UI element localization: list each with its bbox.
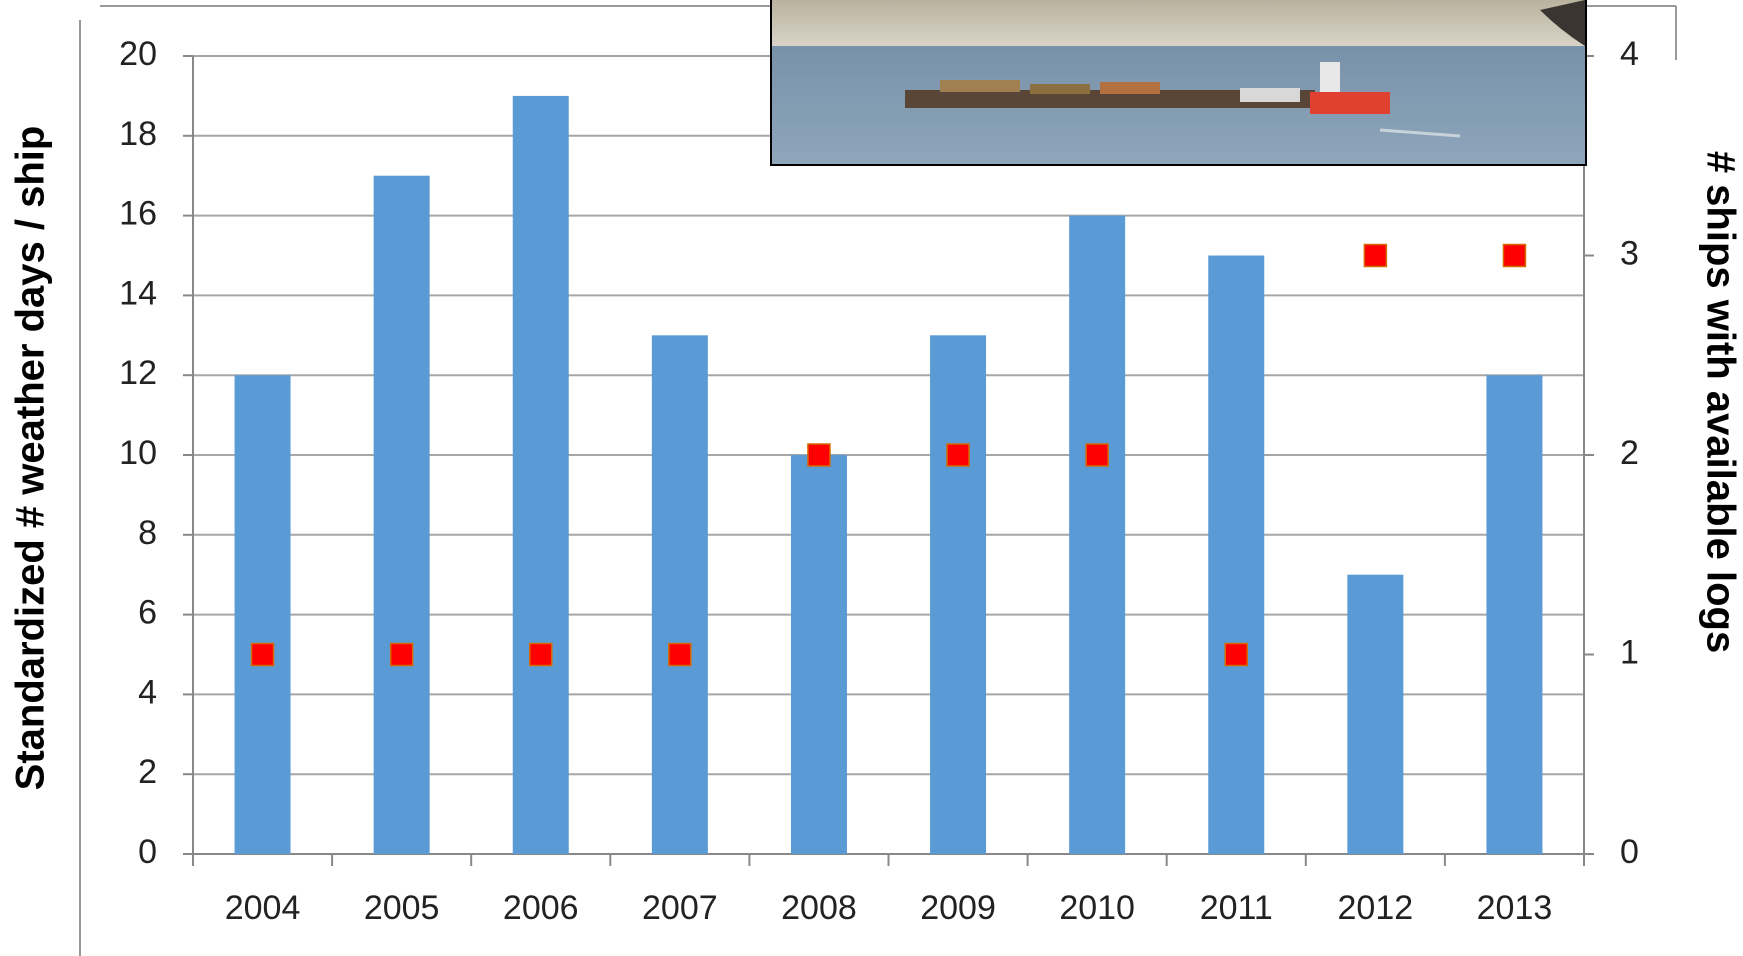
x-tick-label: 2005 xyxy=(364,889,440,927)
y-tick-label: 0 xyxy=(138,833,157,871)
y-tick-label: 6 xyxy=(138,594,157,632)
y-tick-label: 10 xyxy=(119,434,157,472)
x-tick-label: 2012 xyxy=(1338,889,1414,927)
x-tick-label: 2006 xyxy=(503,889,579,927)
bar xyxy=(790,455,847,854)
y-tick-label: 20 xyxy=(119,35,157,73)
bar xyxy=(1486,375,1543,854)
bar xyxy=(1347,574,1404,854)
y2-axis-title: # ships with available logs xyxy=(1698,151,1742,653)
marker xyxy=(389,642,414,667)
marker xyxy=(946,443,970,467)
y-tick-label: 4 xyxy=(138,673,157,711)
marker xyxy=(529,642,553,667)
bar xyxy=(1208,255,1265,854)
photo-inset xyxy=(770,0,1587,166)
y-tick-label: 8 xyxy=(138,514,157,552)
y-tick-label: 16 xyxy=(119,195,157,233)
bar xyxy=(1069,215,1126,855)
y2-tick-label: 3 xyxy=(1620,234,1639,272)
bar xyxy=(512,95,569,854)
x-tick-label: 2008 xyxy=(781,889,857,927)
marker xyxy=(250,642,275,667)
marker xyxy=(668,642,692,667)
marker xyxy=(1502,243,1527,268)
x-tick-label: 2009 xyxy=(920,889,996,927)
y-tick-label: 14 xyxy=(119,274,157,312)
y-tick-label: 2 xyxy=(138,753,157,791)
y2-tick-label: 1 xyxy=(1620,633,1639,671)
bar xyxy=(930,335,987,854)
x-tick-label: 2007 xyxy=(642,889,718,927)
x-tick-label: 2011 xyxy=(1200,889,1273,927)
bar xyxy=(651,335,708,854)
y2-tick-label: 2 xyxy=(1620,434,1639,472)
y2-tick-label: 4 xyxy=(1620,35,1639,73)
y-axis-title: Standardized # weather days / ship xyxy=(9,126,53,791)
bar xyxy=(373,175,430,854)
x-tick-label: 2010 xyxy=(1059,889,1135,927)
marker xyxy=(1224,642,1248,667)
y2-tick-label: 0 xyxy=(1620,833,1639,871)
bar xyxy=(234,375,291,854)
marker xyxy=(807,443,831,467)
marker xyxy=(1363,243,1388,268)
y-tick-label: 18 xyxy=(119,115,157,153)
marker xyxy=(1085,443,1109,467)
x-tick-label: 2013 xyxy=(1477,889,1553,927)
y-tick-label: 12 xyxy=(119,354,157,392)
x-tick-label: 2004 xyxy=(225,889,301,927)
